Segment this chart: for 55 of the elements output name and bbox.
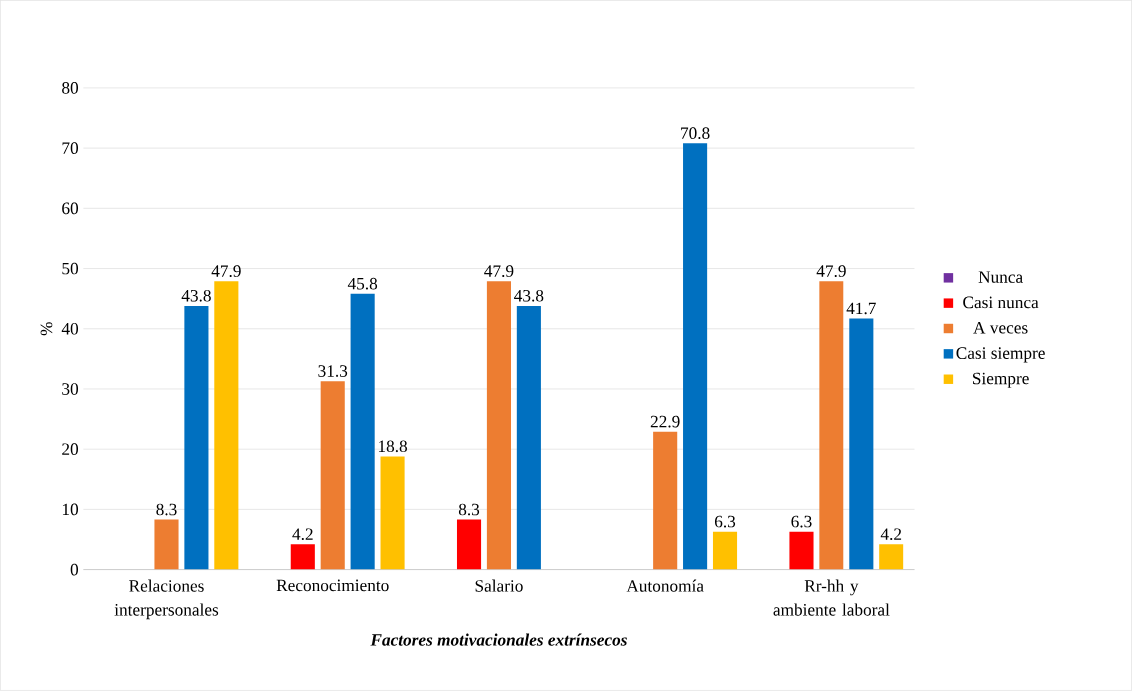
data-label: 47.9 — [211, 265, 241, 278]
bar — [516, 306, 541, 570]
y-tick-label: 60 — [62, 202, 79, 215]
bar — [320, 381, 345, 570]
data-label: 47.9 — [484, 265, 514, 278]
x-tick-label: Relaciones interpersonales — [114, 579, 219, 620]
y-tick-label: 40 — [61, 323, 79, 335]
legend-label: Casi nunca — [963, 296, 1039, 309]
data-label: 45.8 — [347, 277, 378, 290]
y-tick-label: 70 — [62, 142, 79, 155]
y-axis-title: % — [40, 322, 53, 336]
bar — [849, 318, 874, 570]
bar — [214, 281, 239, 570]
data-label: 4.2 — [880, 528, 902, 541]
y-tick-label: 50 — [62, 262, 79, 275]
legend-label: Nunca — [978, 271, 1023, 283]
bar — [350, 293, 375, 570]
bar — [184, 306, 209, 570]
x-axis-title: Factores motivacionales extrínsecos — [370, 633, 627, 646]
x-tick-label: Rr-hh y ambiente laboral — [773, 579, 890, 616]
data-label: 8.3 — [156, 503, 177, 516]
bar — [819, 281, 844, 570]
bar — [683, 143, 708, 570]
data-label: 41.7 — [846, 302, 876, 315]
data-label: 6.3 — [791, 515, 812, 528]
legend-label: Siempre — [973, 372, 1029, 388]
x-tick-label: Reconocimiento — [276, 579, 389, 592]
bar — [380, 456, 405, 570]
bar — [879, 544, 904, 570]
data-label: 43.8 — [181, 290, 211, 302]
y-tick-label: 0 — [70, 563, 79, 576]
y-tick-label: 10 — [62, 503, 79, 516]
data-label: 22.9 — [650, 415, 680, 428]
bar — [486, 281, 511, 570]
data-label: 18.8 — [378, 440, 408, 453]
data-label: 4.2 — [292, 528, 313, 541]
data-label: 8.3 — [458, 503, 480, 516]
data-label: 43.8 — [514, 290, 544, 302]
y-tick-label: 30 — [62, 383, 79, 395]
legend-label: Casi siempre — [956, 347, 1045, 363]
data-label: 31.3 — [318, 365, 348, 378]
bar — [290, 544, 315, 570]
y-tick-label: 80 — [62, 82, 79, 94]
bar — [653, 431, 678, 570]
data-label: 47.9 — [816, 265, 846, 278]
bar — [456, 519, 482, 570]
bar — [789, 531, 814, 570]
bar — [712, 531, 738, 570]
legend-label: A veces — [973, 322, 1028, 334]
data-label: 6.3 — [714, 515, 736, 528]
x-tick-label: Autonomía — [626, 579, 704, 592]
x-tick-label: Salario — [475, 579, 523, 592]
bar — [154, 519, 179, 570]
data-label: 70.8 — [681, 127, 710, 140]
y-tick-label: 20 — [62, 443, 79, 456]
